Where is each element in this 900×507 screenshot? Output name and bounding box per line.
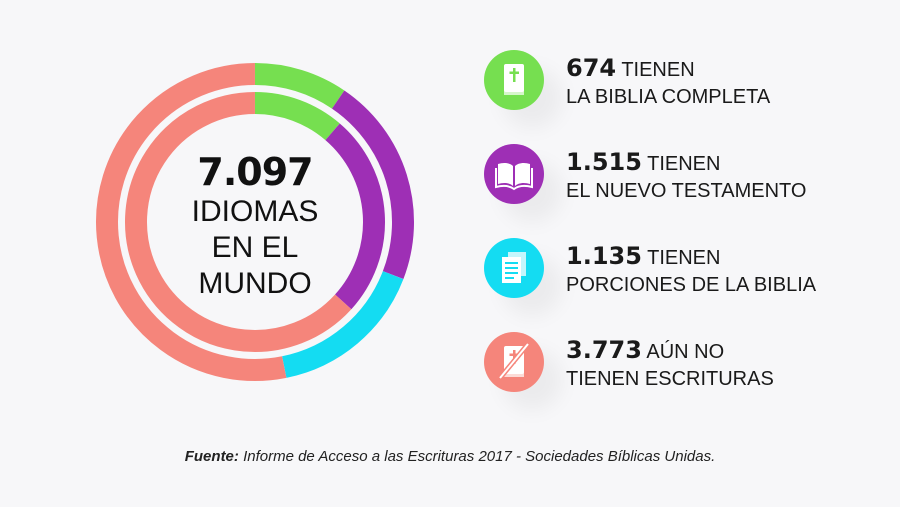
center-label-line: EN EL: [211, 231, 299, 264]
donut-chart: [96, 63, 414, 381]
open-book-icon: [484, 144, 544, 204]
document-pages-icon: [484, 238, 544, 298]
legend-number: 3.773: [566, 336, 642, 364]
outer-ring-slice-2: [281, 270, 404, 378]
legend-label: AÚN NO: [646, 341, 725, 363]
legend-number: 1.515: [566, 148, 642, 176]
outer-ring-slice-0: [254, 63, 345, 109]
total-languages-number: 7.097: [197, 150, 313, 194]
source-text: Informe de Acceso a las Escrituras 2017 …: [238, 448, 716, 465]
chart-center-label: 7.097 IDIOMAS EN EL MUNDO: [150, 150, 360, 302]
outer-ring-slice-1: [331, 90, 414, 280]
legend-label: TIENEN: [621, 59, 695, 81]
legend-number: 1.135: [566, 242, 642, 270]
outer-ring-slice-3: [96, 63, 287, 381]
legend-number: 674: [566, 54, 617, 82]
source-footnote: Fuente: Informe de Acceso a las Escritur…: [0, 448, 900, 465]
inner-ring-slice-0: [254, 92, 340, 141]
legend-description: LA BIBLIA COMPLETA: [566, 86, 771, 108]
inner-ring-slice-1: [325, 123, 385, 310]
legend-item-no-scriptures: 3.773 AÚN NO TIENEN ESCRITURAS: [484, 330, 884, 394]
center-label-line: MUNDO: [198, 267, 312, 300]
legend-label: TIENEN: [647, 247, 721, 269]
center-label-line: IDIOMAS: [191, 195, 319, 228]
legend-label: TIENEN: [647, 153, 721, 175]
legend-description: TIENEN ESCRITURAS: [566, 368, 774, 390]
legend-item-portions: 1.135 TIENEN PORCIONES DE LA BIBLIA: [484, 236, 884, 300]
legend-item-new-testament: 1.515 TIENEN EL NUEVO TESTAMENTO: [484, 142, 884, 206]
bible-icon: [484, 50, 544, 110]
source-label: Fuente:: [184, 448, 239, 465]
legend-description: PORCIONES DE LA BIBLIA: [566, 274, 817, 296]
legend-item-complete-bible: 674 TIENEN LA BIBLIA COMPLETA: [484, 48, 884, 112]
inner-ring-slice-2: [125, 92, 352, 352]
legend-description: EL NUEVO TESTAMENTO: [566, 180, 807, 202]
crossed-bible-icon: [484, 332, 544, 392]
